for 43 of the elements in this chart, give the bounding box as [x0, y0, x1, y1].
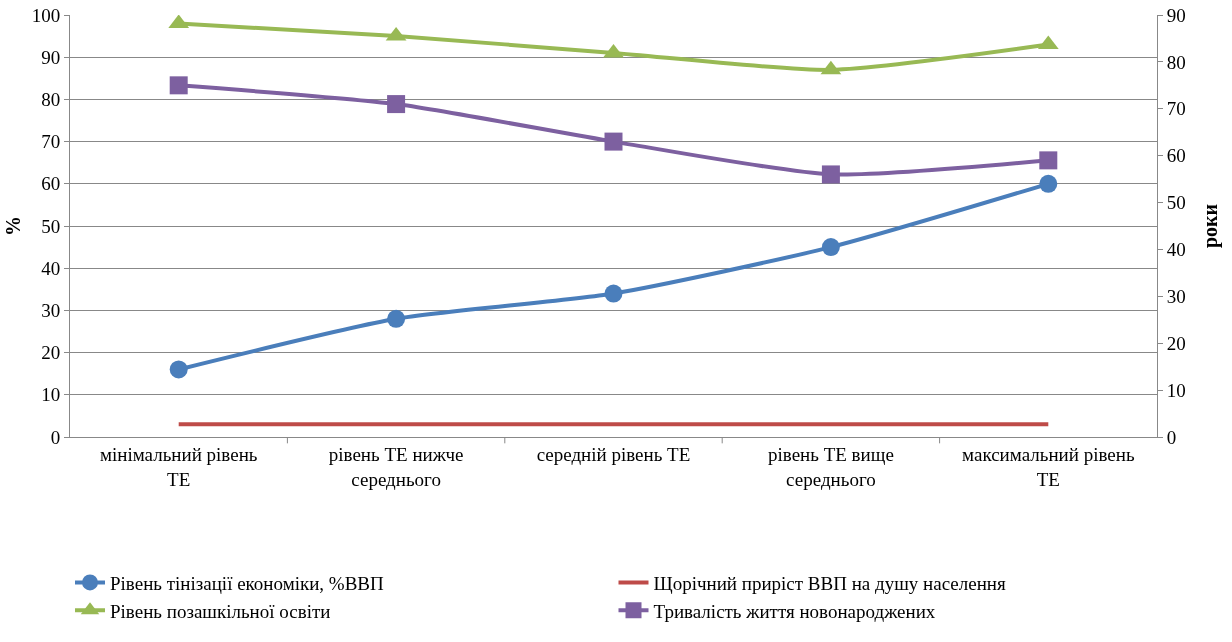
point [604, 132, 623, 151]
y-tick-label: 30 [41, 300, 61, 322]
x-tick-label: рівень ТЕ вище середнього [767, 443, 894, 490]
point [169, 76, 188, 95]
y-tick-label: 0 [50, 426, 61, 448]
x-tick-label: рівень ТЕ нижче середнього [328, 443, 464, 490]
point [821, 238, 840, 257]
x-tick-label: максимальний рівень ТЕ [962, 443, 1135, 490]
y-tick-label: 50 [41, 215, 61, 237]
legend-label: Тривалість життя новонароджених [653, 600, 936, 622]
y2-tick-label: 90 [1166, 4, 1186, 26]
point [387, 95, 406, 114]
y2-tick-label: 70 [1166, 98, 1186, 120]
point [603, 43, 624, 58]
y2-tick-label: 50 [1166, 192, 1186, 214]
legend-label: Рівень позашкільної освіти [110, 600, 331, 622]
y-tick-label: 20 [41, 342, 61, 364]
y-tick-label: 60 [41, 173, 61, 195]
legend-label: Щорічний приріст ВВП на душу населення [653, 572, 1007, 594]
point [821, 165, 840, 184]
y-tick-label: 80 [41, 89, 61, 111]
y2-tick-label: 60 [1166, 145, 1186, 167]
y2-tick-label: 10 [1166, 379, 1186, 401]
y-tick-label: 10 [41, 384, 61, 406]
legend-label: Рівень тінізації економіки, %ВВП [110, 572, 385, 594]
y2-tick-label: 30 [1166, 285, 1186, 307]
y2-tick-label: 40 [1166, 239, 1186, 261]
point [169, 360, 188, 379]
y2-tick-label: 0 [1166, 426, 1177, 448]
point [387, 309, 406, 328]
point [1039, 151, 1058, 170]
y-axis-title: % [2, 216, 24, 236]
y2-tick-label: 20 [1166, 332, 1186, 354]
y2-tick-label: 80 [1166, 51, 1186, 73]
point [1039, 174, 1058, 193]
y-tick-label: 100 [31, 4, 61, 26]
y-tick-label: 90 [41, 46, 61, 68]
x-tick-label: мінімальний рівень ТЕ [99, 443, 258, 490]
y-tick-label: 40 [41, 257, 61, 279]
x-tick-label: середній рівень ТЕ [536, 443, 691, 465]
point [604, 284, 623, 303]
y-tick-label: 70 [41, 131, 61, 153]
y2-axis-title: роки [1199, 203, 1222, 249]
